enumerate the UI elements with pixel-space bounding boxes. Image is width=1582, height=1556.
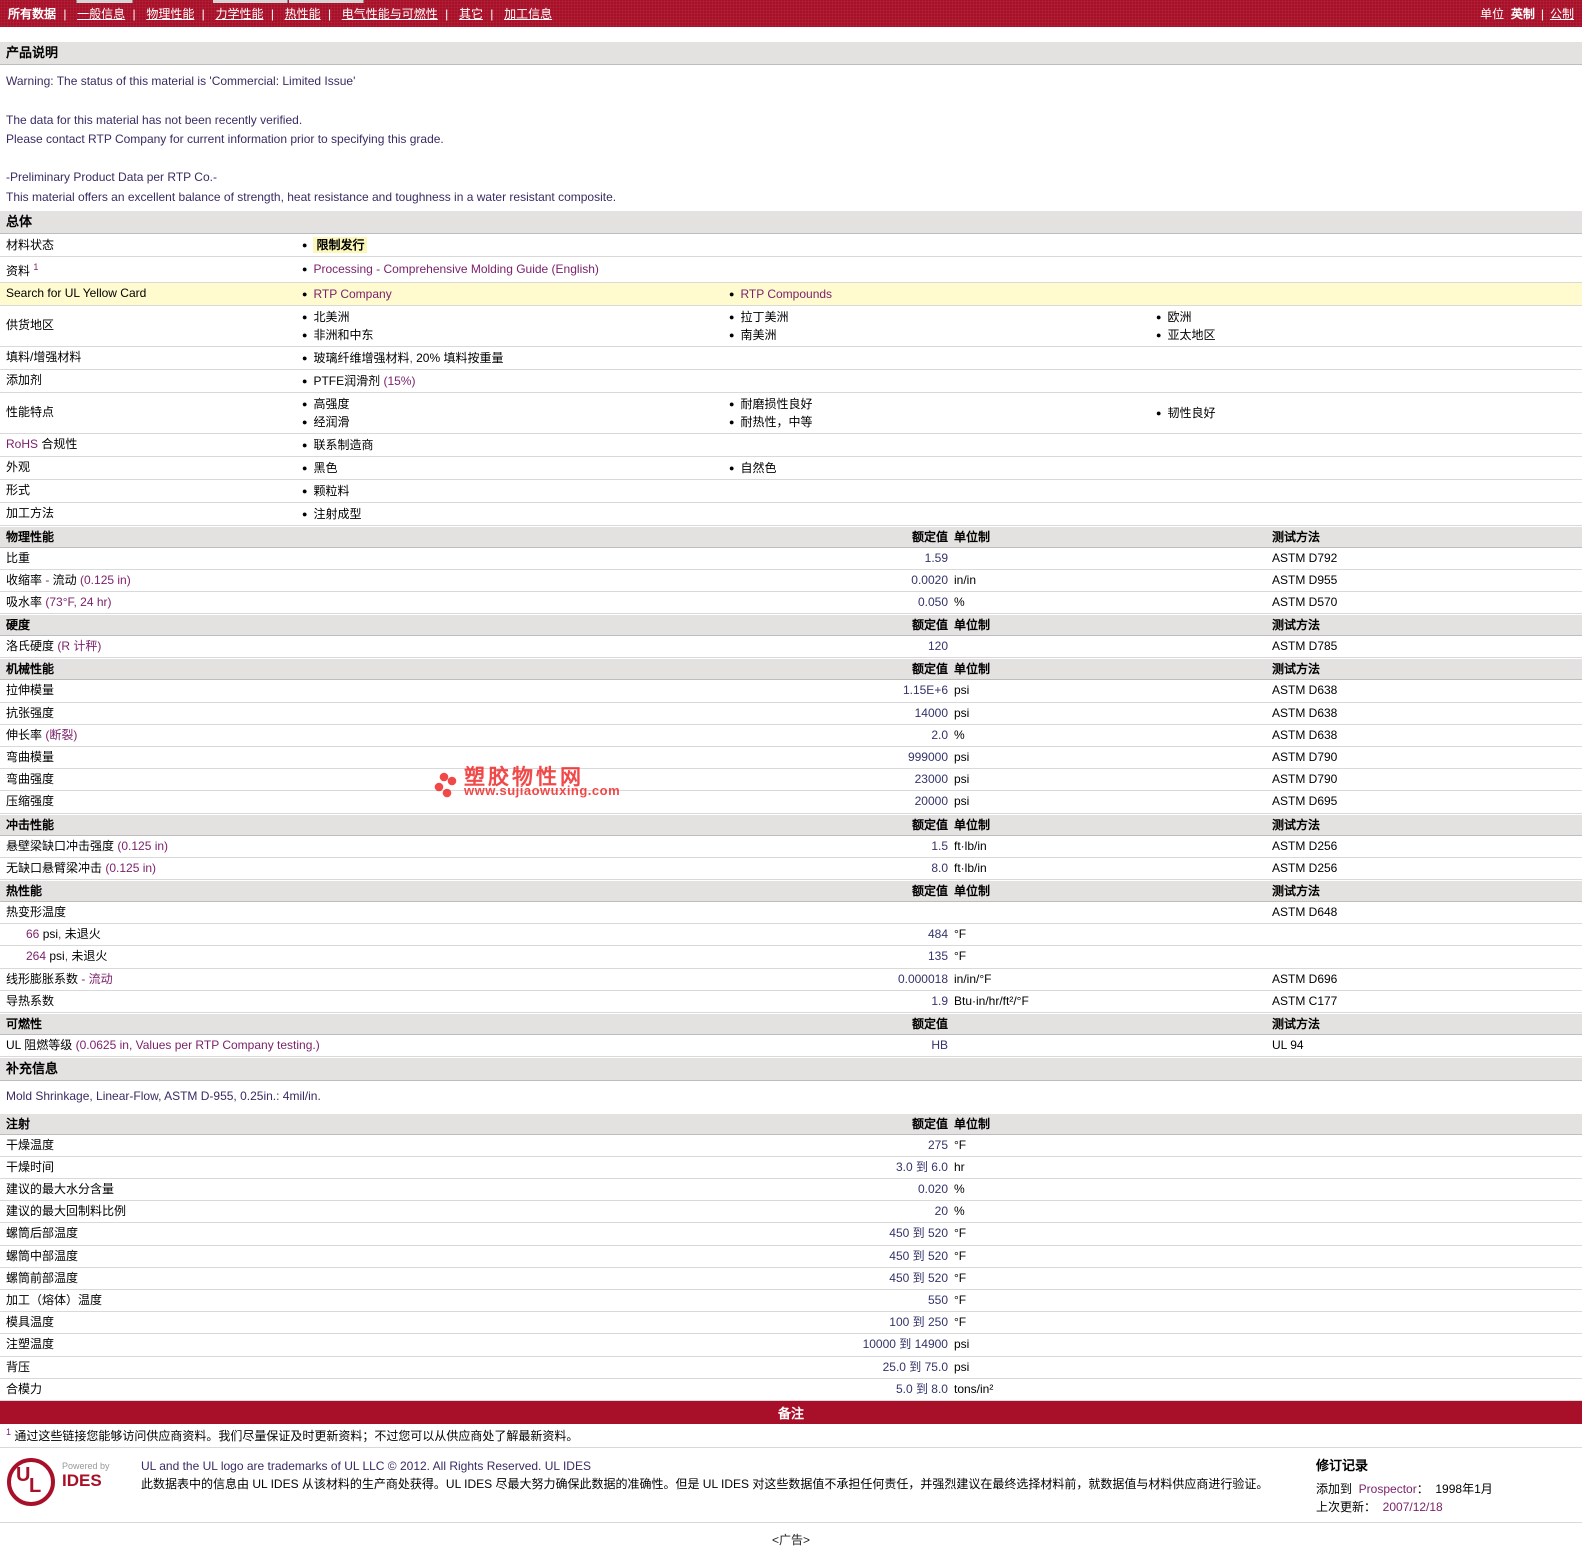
svg-text:L: L <box>29 1475 41 1497</box>
